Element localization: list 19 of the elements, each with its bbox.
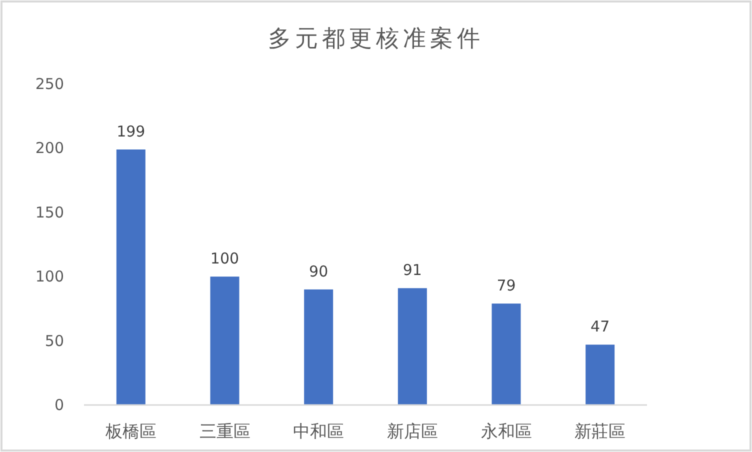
y-tick-label: 250 [35,75,64,93]
data-label: 199 [116,122,146,140]
y-tick-label: 0 [54,396,64,414]
data-label: 90 [309,262,328,280]
data-label: 47 [590,318,610,336]
x-tick-label: 新莊區 [574,422,626,442]
x-tick-label: 中和區 [293,422,344,442]
x-tick-label: 新店區 [386,422,438,442]
y-tick-label: 200 [35,139,64,158]
x-tick-label: 永和區 [480,422,532,442]
data-label: 79 [496,276,516,295]
y-tick-label: 150 [35,203,64,222]
x-tick-label: 三重區 [199,422,250,442]
title: 多元都更核准案件 [268,26,484,52]
data-label: 91 [402,261,422,280]
data-label: 100 [210,250,240,268]
y-tick-label: 50 [44,332,64,350]
x-tick-label: 板橋區 [105,422,156,442]
y-tick-label: 100 [35,268,64,286]
